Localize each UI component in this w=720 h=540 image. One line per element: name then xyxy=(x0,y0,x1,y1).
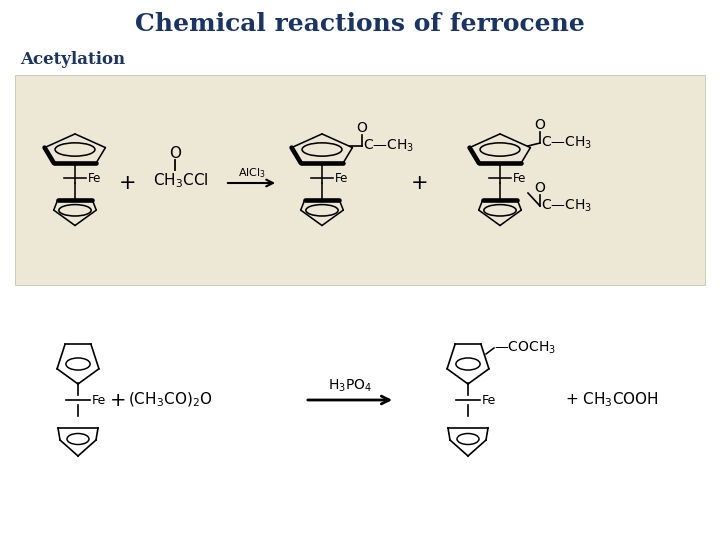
Text: C—CH$_3$: C—CH$_3$ xyxy=(541,135,592,151)
Text: O: O xyxy=(356,121,367,135)
Text: +: + xyxy=(411,173,429,193)
Text: Fe: Fe xyxy=(336,172,348,185)
Text: Acetylation: Acetylation xyxy=(20,51,125,69)
Text: (CH$_3$CO)$_2$O: (CH$_3$CO)$_2$O xyxy=(128,391,212,409)
Text: +: + xyxy=(120,173,137,193)
Bar xyxy=(15,75,705,285)
Text: Fe: Fe xyxy=(482,394,496,407)
Text: O: O xyxy=(169,146,181,161)
Text: Fe: Fe xyxy=(513,172,526,185)
Text: C—CH$_3$: C—CH$_3$ xyxy=(363,138,414,154)
Text: Fe: Fe xyxy=(89,172,102,185)
Text: C—CH$_3$: C—CH$_3$ xyxy=(541,198,592,214)
Text: O: O xyxy=(534,181,546,195)
Text: —COCH$_3$: —COCH$_3$ xyxy=(494,340,556,356)
Text: AlCl$_3$: AlCl$_3$ xyxy=(238,166,266,180)
Text: Chemical reactions of ferrocene: Chemical reactions of ferrocene xyxy=(135,12,585,36)
Text: +: + xyxy=(109,390,126,409)
Text: + CH$_3$COOH: + CH$_3$COOH xyxy=(565,390,659,409)
Text: H$_3$PO$_4$: H$_3$PO$_4$ xyxy=(328,378,372,394)
Text: Fe: Fe xyxy=(92,394,107,407)
Text: O: O xyxy=(534,118,546,132)
Text: CH$_3$CCl: CH$_3$CCl xyxy=(153,172,209,191)
